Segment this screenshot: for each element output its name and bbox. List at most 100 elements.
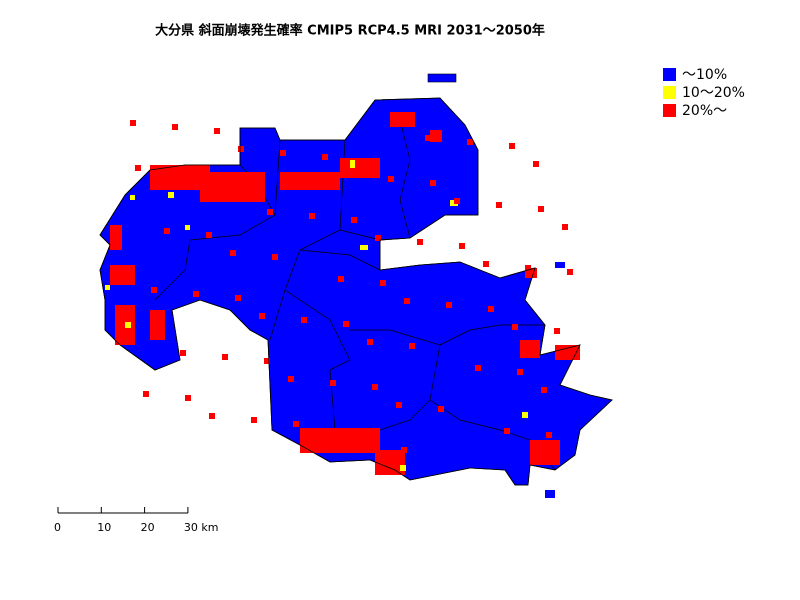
high-risk-cell bbox=[309, 213, 315, 219]
high-risk-cell bbox=[343, 321, 349, 327]
high-risk-area bbox=[280, 172, 340, 190]
high-risk-cell bbox=[143, 391, 149, 397]
high-risk-cell bbox=[185, 395, 191, 401]
high-risk-area bbox=[200, 172, 265, 202]
high-risk-cell bbox=[430, 180, 436, 186]
high-risk-area bbox=[525, 268, 537, 278]
scale-bar: 0 10 20 30 km bbox=[54, 507, 218, 534]
medium-risk-area bbox=[125, 322, 131, 328]
high-risk-cell bbox=[322, 154, 328, 160]
high-risk-cell bbox=[380, 280, 386, 286]
high-risk-cell bbox=[164, 228, 170, 234]
high-risk-cell bbox=[293, 421, 299, 427]
high-risk-cell bbox=[404, 298, 410, 304]
island bbox=[555, 262, 565, 268]
high-risk-cell bbox=[235, 295, 241, 301]
map-title: 大分県 斜面崩壊発生確率 CMIP5 RCP4.5 MRI 2031～2050年 bbox=[155, 23, 545, 39]
island bbox=[427, 73, 457, 83]
district-boundary bbox=[339, 229, 381, 241]
high-risk-cell bbox=[264, 358, 270, 364]
high-risk-cell bbox=[272, 254, 278, 260]
land bbox=[99, 73, 613, 498]
legend-label: 10～20% bbox=[682, 85, 745, 101]
high-risk-cell bbox=[130, 120, 136, 126]
high-risk-cell bbox=[259, 313, 265, 319]
medium-risk-area bbox=[185, 225, 190, 230]
high-risk-cell bbox=[567, 269, 573, 275]
high-risk-cell bbox=[222, 354, 228, 360]
high-risk-cell bbox=[375, 235, 381, 241]
high-risk-cell bbox=[238, 146, 244, 152]
high-risk-cell bbox=[483, 261, 489, 267]
high-risk-cell bbox=[288, 376, 294, 382]
high-risk-cell bbox=[525, 265, 531, 271]
high-risk-cell bbox=[504, 428, 510, 434]
high-risk-cell bbox=[425, 135, 431, 141]
high-risk-cell bbox=[359, 443, 365, 449]
high-risk-cell bbox=[438, 406, 444, 412]
high-risk-cell bbox=[346, 172, 352, 178]
high-risk-cell bbox=[401, 447, 407, 453]
high-risk-cell bbox=[193, 291, 199, 297]
district-boundary bbox=[284, 289, 351, 431]
high-risk-cell bbox=[230, 250, 236, 256]
high-risk-cell bbox=[417, 239, 423, 245]
high-risk-area bbox=[530, 440, 560, 465]
high-risk-cell bbox=[251, 417, 257, 423]
high-risk-area bbox=[390, 112, 415, 127]
high-risk-cell bbox=[554, 328, 560, 334]
high-risk-cell bbox=[496, 202, 502, 208]
high-risk-cell bbox=[172, 124, 178, 130]
district-boundary bbox=[439, 324, 545, 346]
high-risk-cell bbox=[135, 165, 141, 171]
high-risk-area bbox=[555, 345, 580, 360]
high-risk-area bbox=[300, 428, 380, 453]
legend-label: ～10% bbox=[682, 67, 727, 83]
high-risk-cell bbox=[562, 224, 568, 230]
high-risk-cell bbox=[330, 380, 336, 386]
high-risk-cell bbox=[214, 128, 220, 134]
high-risk-cell bbox=[209, 413, 215, 419]
scale-label: 10 bbox=[97, 521, 111, 534]
legend-label: 20%～ bbox=[682, 103, 727, 119]
high-risk-area bbox=[110, 265, 135, 285]
high-risk-cell bbox=[280, 150, 286, 156]
medium-risk-area bbox=[400, 465, 406, 471]
high-risk-area bbox=[110, 225, 122, 250]
high-risk-cell bbox=[338, 276, 344, 282]
high-risk-cell bbox=[538, 206, 544, 212]
high-risk-cell bbox=[454, 198, 460, 204]
high-risk-cell bbox=[301, 317, 307, 323]
high-risk-cell bbox=[488, 306, 494, 312]
high-risk-cell bbox=[396, 402, 402, 408]
high-risk-cell bbox=[467, 139, 473, 145]
district-boundary bbox=[399, 119, 411, 239]
scale-label: 20 bbox=[141, 521, 155, 534]
high-risk-area bbox=[520, 340, 540, 358]
prefecture-area bbox=[99, 97, 613, 486]
high-risk-cell bbox=[372, 384, 378, 390]
legend-swatch bbox=[663, 86, 676, 99]
high-risk-cell bbox=[517, 369, 523, 375]
high-risk-cell bbox=[317, 439, 323, 445]
island bbox=[545, 490, 555, 498]
legend-swatch bbox=[663, 104, 676, 117]
high-risk-cell bbox=[267, 209, 273, 215]
medium-risk-area bbox=[105, 285, 110, 290]
high-risk-cell bbox=[156, 332, 162, 338]
high-risk-cell bbox=[201, 187, 207, 193]
high-risk-cell bbox=[446, 302, 452, 308]
medium-risk-area bbox=[168, 192, 174, 198]
high-risk-cell bbox=[206, 232, 212, 238]
high-risk-cell bbox=[459, 243, 465, 249]
high-risk-cell bbox=[388, 176, 394, 182]
high-risk-cell bbox=[367, 339, 373, 345]
scale-label: 0 bbox=[54, 521, 61, 534]
high-risk-cell bbox=[533, 161, 539, 167]
high-risk-cell bbox=[546, 432, 552, 438]
high-risk-cell bbox=[243, 191, 249, 197]
legend: ～10% 10～20% 20%～ bbox=[663, 67, 745, 119]
high-risk-area bbox=[430, 130, 442, 142]
legend-swatch bbox=[663, 68, 676, 81]
